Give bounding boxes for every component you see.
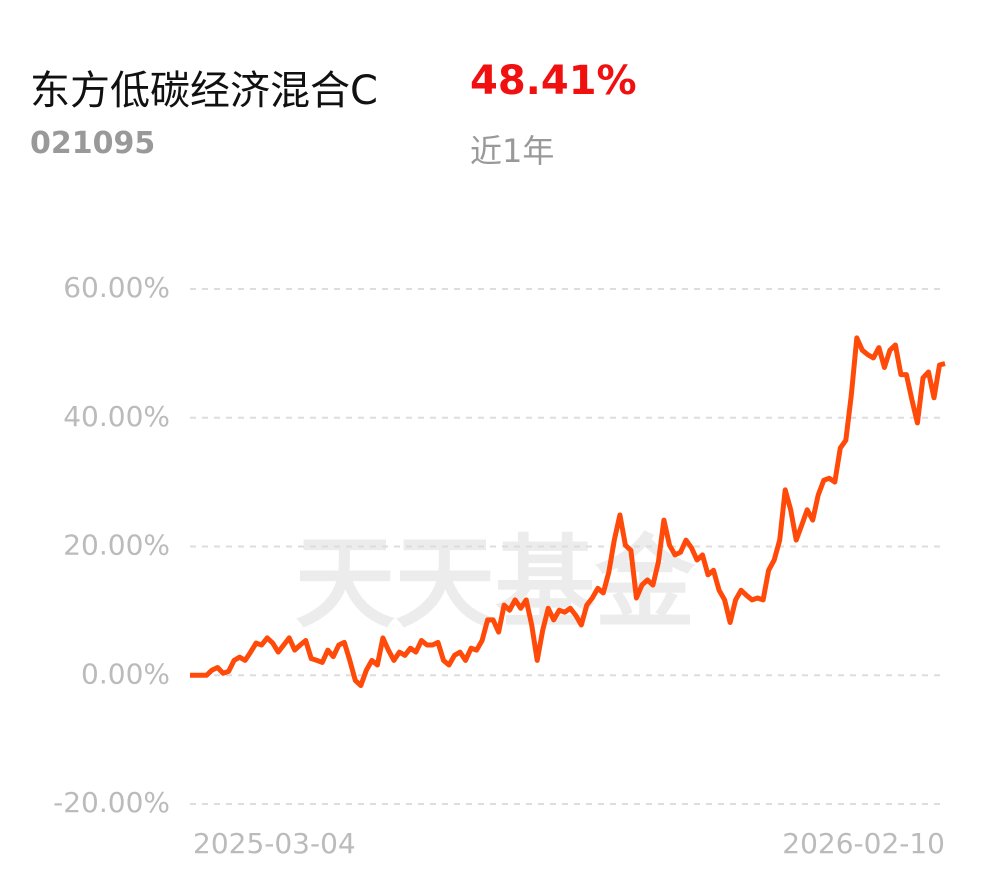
x-tick-label: 2026-02-10 <box>782 827 945 860</box>
y-tick-label: 40.00% <box>63 400 170 433</box>
fund-title: 东方低碳经济混合C <box>30 68 378 114</box>
period: 近1年 <box>470 132 555 170</box>
y-tick-label: 60.00% <box>63 271 170 304</box>
line <box>190 335 946 688</box>
y-tick-label: 0.00% <box>81 657 170 690</box>
fund-code: 021095 <box>30 126 156 161</box>
y-tick-label: -20.00% <box>53 786 170 819</box>
y-tick-label: 20.00% <box>63 529 170 562</box>
x-tick-label: 2025-03-04 <box>193 827 356 860</box>
return-value: 48.41% <box>470 58 637 104</box>
